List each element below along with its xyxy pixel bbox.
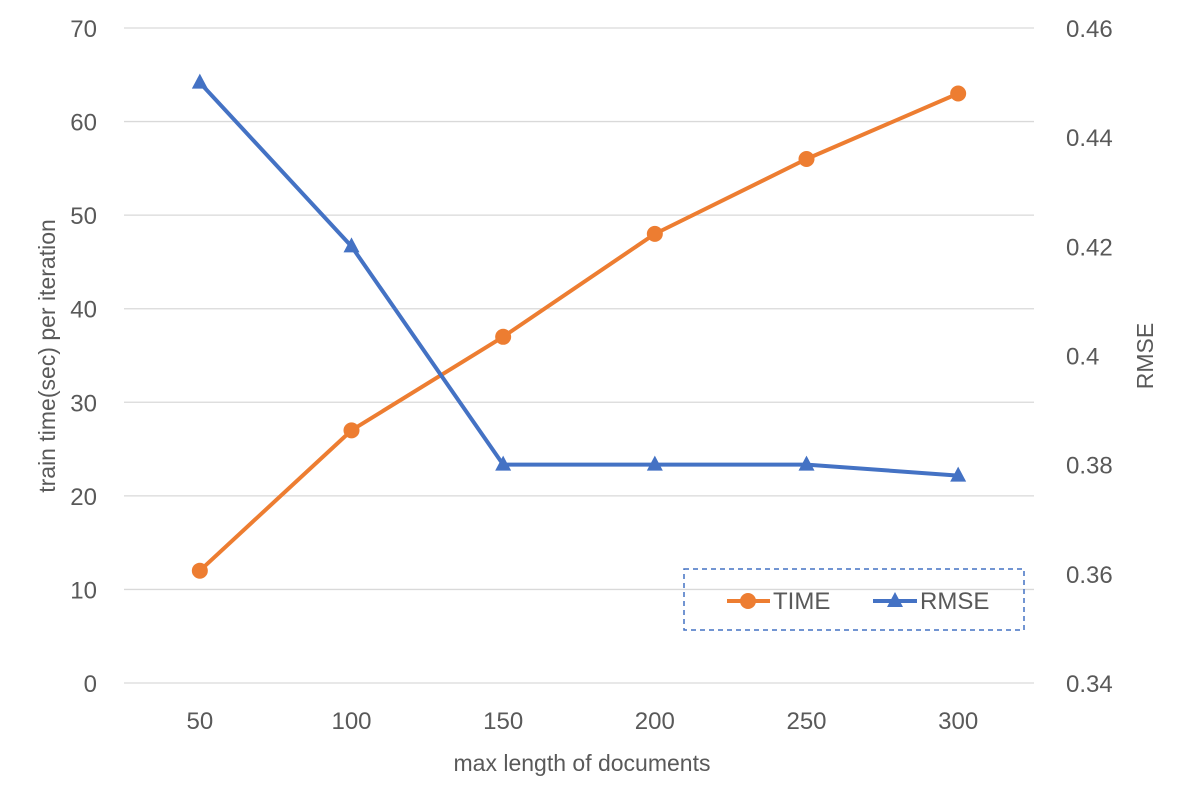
data-point (950, 85, 967, 102)
left-axis-tick-labels: 0 10 20 30 40 50 60 70 (70, 16, 97, 698)
y2-tick-label: 0.34 (1066, 671, 1113, 698)
x-tick-label: 250 (786, 708, 826, 735)
legend-rmse-marker (887, 592, 903, 607)
legend-time-label: TIME (773, 588, 830, 615)
legend: TIME RMSE (683, 568, 1025, 631)
y2-axis-title: RMSE (1132, 323, 1158, 389)
grid-lines (124, 27, 1034, 684)
y-tick-label: 60 (70, 110, 97, 137)
x-tick-label: 200 (635, 708, 675, 735)
y-tick-label: 20 (70, 484, 97, 511)
legend-time-marker (740, 593, 756, 609)
data-point (646, 225, 663, 242)
x-axis-title: max length of documents (454, 750, 711, 776)
y2-tick-label: 0.46 (1066, 16, 1113, 43)
y-tick-label: 70 (70, 16, 97, 43)
y2-tick-label: 0.42 (1066, 234, 1113, 261)
x-tick-label: 300 (938, 708, 978, 735)
legend-rmse-label: RMSE (920, 588, 989, 615)
legend-border (683, 568, 1025, 631)
y-tick-label: 50 (70, 203, 97, 230)
series-rmse (191, 73, 967, 482)
data-point (191, 73, 208, 89)
series-time (191, 85, 967, 579)
data-point (798, 151, 815, 167)
data-point (495, 455, 512, 471)
y2-tick-label: 0.38 (1066, 453, 1113, 480)
y2-tick-label: 0.44 (1066, 125, 1113, 152)
x-tick-label: 150 (483, 708, 523, 735)
data-point (343, 422, 360, 439)
y-tick-label: 40 (70, 297, 97, 324)
data-point (950, 466, 967, 482)
right-axis-tick-labels: 0.34 0.36 0.38 0.4 0.42 0.44 0.46 (1066, 16, 1113, 698)
y-axis-title: train time(sec) per iteration (34, 219, 60, 493)
data-point (343, 237, 360, 253)
y-tick-label: 0 (84, 671, 97, 698)
y-tick-label: 30 (70, 390, 97, 417)
y2-tick-label: 0.4 (1066, 344, 1099, 371)
series-layer (191, 73, 967, 579)
series-line-rmse (197, 80, 961, 478)
y-tick-label: 10 (70, 577, 97, 604)
data-point (646, 455, 663, 471)
x-axis-tick-labels: 50 100 150 200 250 300 (186, 708, 978, 735)
series-line-time (197, 91, 961, 573)
data-point (798, 455, 815, 471)
y2-tick-label: 0.36 (1066, 562, 1113, 589)
x-tick-label: 100 (331, 708, 371, 735)
x-tick-label: 50 (186, 708, 213, 735)
data-point (191, 562, 208, 579)
data-point (495, 328, 512, 345)
